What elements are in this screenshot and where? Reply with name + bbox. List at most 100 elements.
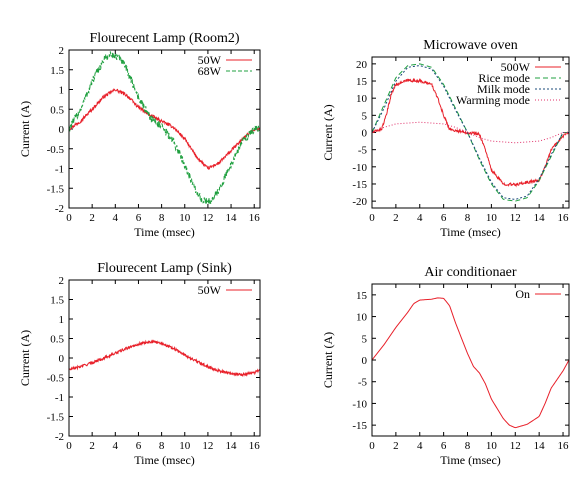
y-tick-label: -5	[358, 145, 368, 157]
legend-label: 500W	[501, 60, 531, 74]
y-tick-label: -0.5	[47, 144, 65, 156]
x-tick-label: 16	[249, 212, 261, 224]
x-tick-label: 12	[202, 440, 213, 452]
y-tick-label: -10	[352, 162, 367, 174]
x-tick-label: 8	[465, 212, 471, 224]
legend-label: On	[515, 287, 530, 301]
x-tick-label: 4	[417, 440, 423, 452]
x-tick-label: 10	[486, 440, 498, 452]
y-tick-label: -1	[55, 392, 64, 404]
y-tick-label: -15	[352, 420, 367, 432]
y-axis-title: Current (A)	[18, 330, 32, 386]
plot-frame	[371, 56, 570, 209]
y-tick-label: 0	[59, 124, 65, 136]
x-tick-label: 6	[441, 440, 447, 452]
x-tick-label: 10	[179, 440, 191, 452]
x-tick-label: 0	[66, 440, 72, 452]
y-tick-label: 1	[59, 85, 65, 97]
x-tick-label: 6	[441, 212, 447, 224]
legend-label: Warming mode	[456, 93, 530, 107]
x-tick-label: 2	[89, 212, 95, 224]
series-line-500w	[372, 77, 569, 188]
series-line-on	[372, 297, 569, 429]
y-tick-label: 0.5	[50, 104, 64, 116]
series-line-rice-mode	[372, 63, 569, 202]
y-axis-title: Current (A)	[321, 104, 335, 160]
y-tick-label: 0	[362, 128, 368, 140]
x-tick-label: 12	[510, 212, 521, 224]
y-tick-label: 15	[356, 290, 368, 302]
x-tick-label: 6	[136, 212, 142, 224]
x-tick-label: 2	[393, 440, 399, 452]
y-tick-label: 0	[362, 355, 368, 367]
y-tick-label: 0	[59, 353, 65, 365]
x-tick-label: 10	[179, 212, 191, 224]
y-tick-label: -10	[352, 398, 367, 410]
legend-label: Rice mode	[478, 71, 530, 85]
y-tick-label: -1.5	[47, 183, 65, 195]
x-tick-label: 16	[249, 440, 261, 452]
x-tick-label: 16	[558, 212, 570, 224]
y-tick-label: -1	[55, 164, 64, 176]
y-axis-title: Current (A)	[321, 332, 335, 388]
x-tick-label: 4	[417, 212, 423, 224]
legend-label: 68W	[198, 64, 222, 78]
x-axis-title: Time (msec)	[134, 453, 195, 467]
x-tick-label: 0	[369, 440, 375, 452]
plot-frame	[371, 283, 570, 437]
series-line-68w	[69, 51, 260, 204]
x-tick-label: 2	[89, 440, 95, 452]
y-tick-label: -2	[55, 203, 64, 215]
y-tick-label: -1.5	[47, 412, 65, 424]
y-tick-label: 15	[356, 76, 368, 88]
y-tick-label: 1.5	[50, 65, 64, 77]
x-tick-label: 12	[202, 212, 213, 224]
y-tick-label: 2	[59, 45, 65, 57]
y-tick-label: 20	[356, 59, 368, 71]
y-tick-label: 10	[356, 312, 368, 324]
x-axis-title: Time (msec)	[134, 225, 195, 239]
plot-frame	[68, 49, 261, 209]
chart-title: Microwave oven	[423, 38, 517, 53]
y-tick-label: 2	[59, 275, 65, 287]
chart-room2: Flourecent Lamp (Room2)0 2 4 6 8 10 12 14 16-2-1…	[18, 31, 261, 239]
y-tick-label: 1	[59, 314, 65, 326]
chart-title: Flourecent Lamp (Sink)	[97, 261, 232, 276]
x-tick-label: 4	[113, 212, 119, 224]
y-tick-label: -5	[358, 377, 368, 389]
y-tick-label: -0.5	[47, 373, 65, 385]
x-axis-title: Time (msec)	[440, 453, 501, 467]
legend-label: 50W	[198, 53, 222, 67]
y-tick-label: 10	[356, 93, 368, 105]
x-tick-label: 12	[510, 440, 521, 452]
plot-frame	[68, 279, 261, 437]
x-tick-label: 10	[486, 212, 498, 224]
x-tick-label: 14	[534, 440, 546, 452]
legend-label: 50W	[198, 283, 222, 297]
y-tick-label: -20	[352, 196, 367, 208]
x-tick-label: 0	[66, 212, 72, 224]
series-line-50w	[69, 339, 260, 377]
y-tick-label: -2	[55, 431, 64, 443]
x-tick-label: 8	[159, 212, 165, 224]
series-line-50w	[69, 88, 260, 170]
x-tick-label: 4	[113, 440, 119, 452]
x-tick-label: 6	[136, 440, 142, 452]
x-tick-label: 16	[558, 440, 570, 452]
y-tick-label: 1.5	[50, 295, 64, 307]
x-tick-label: 14	[534, 212, 546, 224]
x-tick-label: 14	[226, 212, 238, 224]
x-tick-label: 14	[226, 440, 238, 452]
x-tick-label: 8	[159, 440, 165, 452]
chart-title: Air conditionaer	[424, 265, 516, 280]
chart-sink: Flourecent Lamp (Sink)0 2 4 6 8 10 12 14 16-2-1.…	[18, 261, 261, 467]
x-axis-title: Time (msec)	[440, 225, 501, 239]
y-tick-label: 5	[362, 333, 368, 345]
x-tick-label: 0	[369, 212, 375, 224]
x-tick-label: 8	[465, 440, 471, 452]
chart-microwave: Microwave oven 0 2 4 6 8 10 12 14 16 -20 -15 -10 -5 0 5…	[321, 38, 570, 239]
chart-title: Flourecent Lamp (Room2)	[89, 31, 239, 46]
y-tick-label: -15	[352, 179, 367, 191]
y-tick-label: 5	[362, 110, 368, 122]
